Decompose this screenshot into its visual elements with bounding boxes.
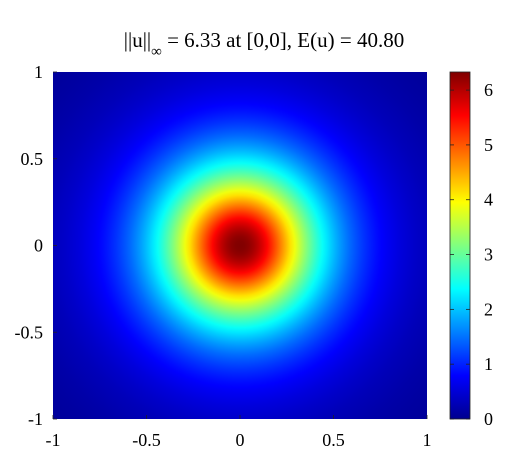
colorbar-tick-label: 4	[484, 190, 493, 210]
title-rest: = 6.33 at [0,0], E(u) = 40.80	[162, 28, 404, 52]
x-axis: -1 -0.5 0 0.5 1	[46, 415, 432, 450]
y-axis: 1 0.5 0 -0.5 -1	[15, 62, 57, 429]
y-tick-label: 1	[34, 62, 43, 82]
colorbar-tick-label: 0	[484, 409, 493, 429]
colorbar-scale	[449, 71, 471, 420]
x-tick-label: 1	[423, 430, 432, 450]
chart-title: ||u||∞ = 6.33 at [0,0], E(u) = 40.80	[124, 28, 404, 60]
heatmap-field	[53, 72, 427, 419]
plot-area	[53, 72, 427, 419]
colorbar: 0 1 2 3 4 5 6	[449, 71, 493, 429]
title-norm-subscript: ∞	[151, 44, 162, 60]
colorbar-tick-label: 1	[484, 354, 493, 374]
colorbar-tick-label: 3	[484, 245, 493, 265]
x-tick-label: 0.5	[322, 430, 345, 450]
y-tick-label: -0.5	[15, 322, 44, 342]
title-norm-prefix: ||u||	[124, 28, 151, 52]
y-tick-label: -1	[28, 409, 43, 429]
x-tick-label: 0	[236, 430, 245, 450]
y-tick-label: 0.5	[21, 149, 44, 169]
colorbar-tick-label: 5	[484, 135, 493, 155]
x-tick-label: -1	[46, 430, 61, 450]
y-tick-label: 0	[34, 236, 43, 256]
colorbar-tick-label: 6	[484, 80, 493, 100]
colorbar-tick-label: 2	[484, 299, 493, 319]
x-tick-label: -0.5	[132, 430, 161, 450]
